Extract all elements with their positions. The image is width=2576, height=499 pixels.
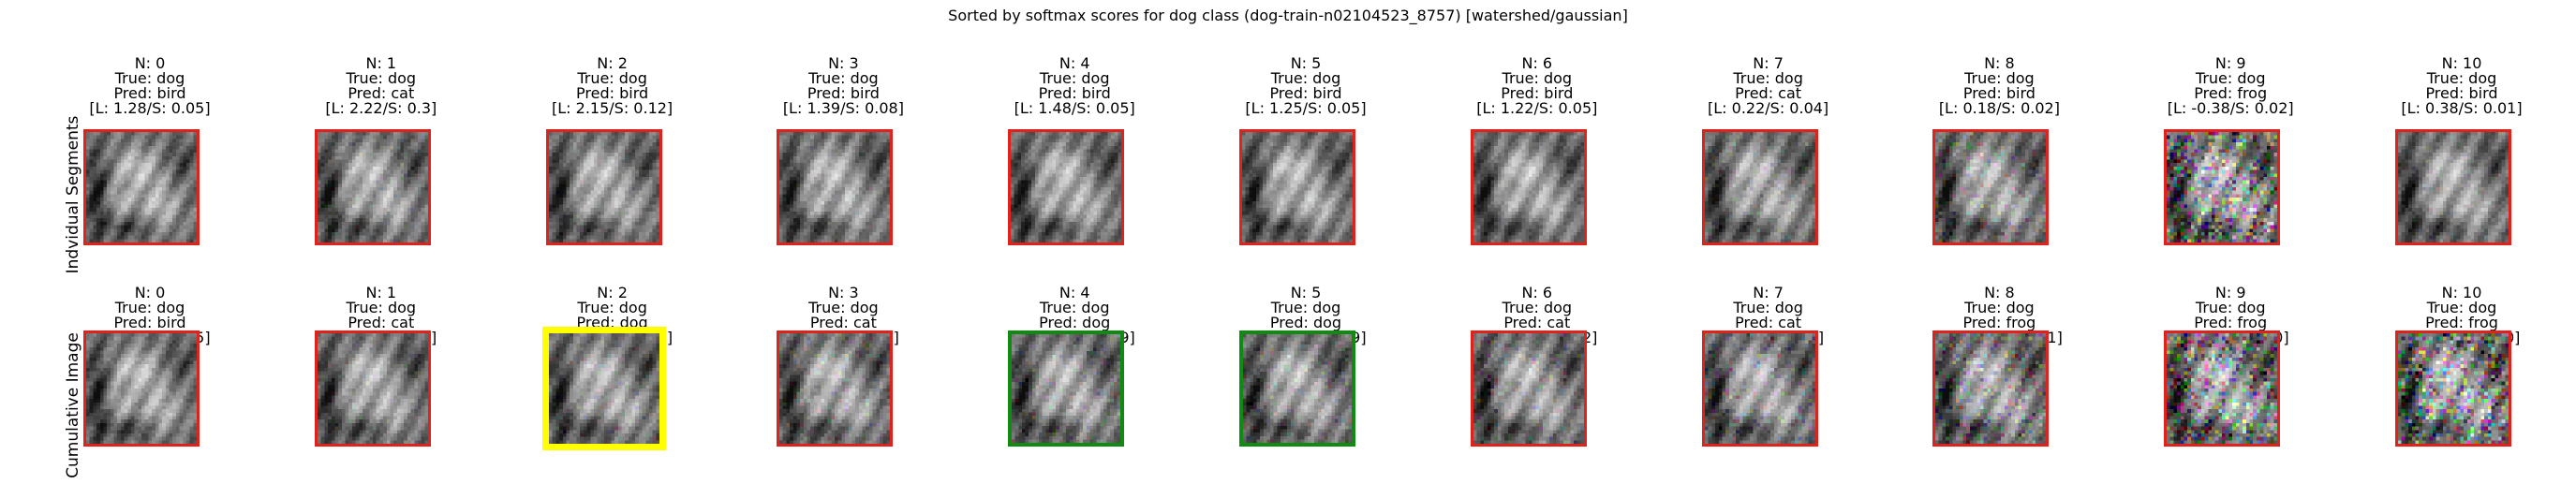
thumbnail-image [2164, 129, 2280, 245]
thumbnail-image [777, 330, 893, 447]
cell-scores: [L: -0.38/S: 0.02] [2118, 101, 2343, 116]
thumbnail-image [1471, 129, 1587, 245]
figure-title: Sorted by softmax scores for dog class (… [0, 7, 2576, 24]
thumbnail-image [777, 129, 893, 245]
thumbnail-image [1932, 129, 2049, 245]
thumbnail-image [1008, 129, 1124, 245]
cell-scores: [L: 0.38/S: 0.01] [2349, 101, 2574, 116]
thumbnail-image [1702, 330, 1818, 447]
thumbnail-image [1008, 330, 1124, 447]
cell-scores: [L: 2.15/S: 0.12] [500, 101, 725, 116]
cell-scores: [L: 1.48/S: 0.05] [962, 101, 1187, 116]
cell-scores: [L: 2.22/S: 0.3] [269, 101, 494, 116]
cell-scores: [L: 1.28/S: 0.05] [37, 101, 262, 116]
cell-scores: [L: 1.25/S: 0.05] [1193, 101, 1418, 116]
thumbnail-image [315, 330, 431, 447]
row-label-individual-segments: Indvidual Segments [64, 101, 82, 288]
cell-scores: [L: 1.39/S: 0.08] [731, 101, 955, 116]
thumbnail-image [2395, 330, 2511, 447]
thumbnail-image [542, 327, 666, 450]
thumbnail-image [1239, 129, 1355, 245]
thumbnail-image [1239, 330, 1355, 447]
thumbnail-image [546, 129, 662, 245]
cell-scores: [L: 0.18/S: 0.02] [1887, 101, 2111, 116]
thumbnail-image [2164, 330, 2280, 447]
thumbnail-image [315, 129, 431, 245]
thumbnail-image [83, 129, 200, 245]
cell-scores: [L: 1.22/S: 0.05] [1425, 101, 1650, 116]
cell-scores: [L: 0.22/S: 0.04] [1656, 101, 1881, 116]
thumbnail-image [1932, 330, 2049, 447]
thumbnail-image [1702, 129, 1818, 245]
thumbnail-image [1471, 330, 1587, 447]
thumbnail-image [2395, 129, 2511, 245]
thumbnail-image [83, 330, 200, 447]
